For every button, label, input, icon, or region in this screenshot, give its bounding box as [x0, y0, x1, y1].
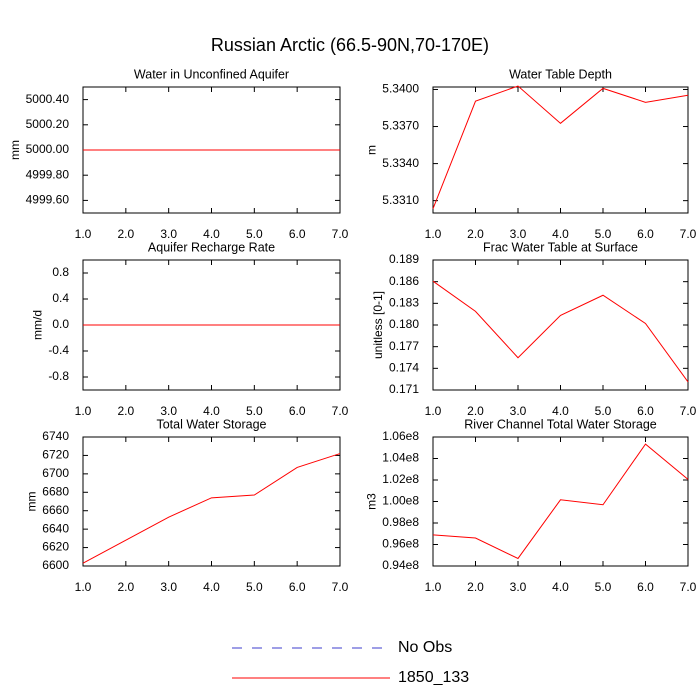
series-line — [82, 453, 341, 564]
y-tick-label: 0.183 — [389, 296, 419, 310]
x-tick-label: 5.0 — [595, 404, 612, 418]
x-tick-label: 6.0 — [289, 227, 306, 241]
y-tick-label: 6660 — [42, 503, 69, 517]
panel-title: River Channel Total Water Storage — [464, 417, 657, 431]
y-axis-label: m3 — [364, 493, 378, 510]
y-tick-label: 4999.60 — [26, 193, 70, 207]
y-tick-label: -0.8 — [48, 369, 69, 383]
series-line — [432, 85, 689, 209]
y-tick-label: 5.3370 — [382, 119, 419, 133]
x-tick-label: 5.0 — [246, 404, 263, 418]
x-tick-label: 4.0 — [552, 227, 569, 241]
y-axis-label: mm/d — [30, 310, 44, 340]
panel-title: Water Table Depth — [509, 67, 612, 81]
x-tick-label: 1.0 — [75, 227, 92, 241]
series-line — [432, 443, 689, 560]
y-tick-label: 5000.40 — [26, 92, 70, 106]
x-tick-label: 6.0 — [637, 580, 654, 594]
y-tick-label: 5.3340 — [382, 156, 419, 170]
y-tick-label: 0.180 — [389, 317, 419, 331]
y-tick-label: 0.8 — [52, 265, 69, 279]
y-tick-label: 6680 — [42, 484, 69, 498]
y-tick-label: 1.06e8 — [382, 429, 419, 443]
x-tick-label: 6.0 — [289, 580, 306, 594]
x-tick-label: 1.0 — [425, 580, 442, 594]
y-tick-label: 5000.20 — [26, 117, 70, 131]
x-tick-label: 5.0 — [595, 580, 612, 594]
x-tick-label: 3.0 — [510, 404, 527, 418]
x-tick-label: 4.0 — [552, 580, 569, 594]
x-tick-label: 2.0 — [467, 580, 484, 594]
x-tick-label: 1.0 — [75, 404, 92, 418]
y-axis-label: mm — [8, 140, 22, 160]
y-tick-label: -0.4 — [48, 343, 69, 357]
y-tick-label: 0.96e8 — [382, 537, 419, 551]
y-tick-label: 0.177 — [389, 339, 419, 353]
x-tick-label: 2.0 — [117, 404, 134, 418]
y-tick-label: 6700 — [42, 466, 69, 480]
panel-title: Frac Water Table at Surface — [483, 240, 638, 254]
x-tick-label: 2.0 — [117, 227, 134, 241]
x-tick-label: 4.0 — [203, 404, 220, 418]
y-tick-label: 5.3400 — [382, 82, 419, 96]
y-axis-label: mm — [24, 492, 38, 512]
y-tick-label: 4999.80 — [26, 167, 70, 181]
x-tick-label: 4.0 — [203, 227, 220, 241]
x-tick-label: 7.0 — [332, 227, 349, 241]
y-tick-label: 1.02e8 — [382, 472, 419, 486]
y-tick-label: 6720 — [42, 448, 69, 462]
x-tick-label: 7.0 — [332, 404, 349, 418]
legend-label: 1850_133 — [398, 669, 469, 686]
x-tick-label: 4.0 — [203, 580, 220, 594]
x-tick-label: 6.0 — [637, 227, 654, 241]
x-tick-label: 5.0 — [246, 580, 263, 594]
x-tick-label: 7.0 — [680, 580, 697, 594]
x-tick-label: 6.0 — [637, 404, 654, 418]
y-tick-label: 0.171 — [389, 382, 419, 396]
x-tick-label: 1.0 — [425, 404, 442, 418]
x-tick-label: 3.0 — [160, 404, 177, 418]
x-tick-label: 4.0 — [552, 404, 569, 418]
x-tick-label: 5.0 — [246, 227, 263, 241]
x-tick-label: 2.0 — [467, 404, 484, 418]
panel-title: Water in Unconfined Aquifer — [134, 67, 289, 81]
series-line — [432, 280, 689, 383]
y-tick-label: 6620 — [42, 540, 69, 554]
y-tick-label: 0.174 — [389, 361, 419, 375]
x-tick-label: 3.0 — [160, 580, 177, 594]
x-tick-label: 2.0 — [117, 580, 134, 594]
y-tick-label: 5.3310 — [382, 193, 419, 207]
y-tick-label: 6740 — [42, 429, 69, 443]
y-tick-label: 1.04e8 — [382, 451, 419, 465]
y-axis-label: m — [364, 145, 378, 155]
legend-label: No Obs — [398, 639, 452, 656]
x-tick-label: 1.0 — [425, 227, 442, 241]
x-tick-label: 5.0 — [595, 227, 612, 241]
y-tick-label: 1.00e8 — [382, 494, 419, 508]
y-tick-label: 0.189 — [389, 252, 419, 266]
panel-title: Total Water Storage — [156, 417, 266, 431]
y-tick-label: 0.94e8 — [382, 558, 419, 572]
x-tick-label: 3.0 — [510, 580, 527, 594]
page-title: Russian Arctic (66.5-90N,70-170E) — [211, 35, 489, 55]
y-axis-label: unitless [0-1] — [371, 291, 385, 359]
x-tick-label: 3.0 — [510, 227, 527, 241]
x-tick-label: 2.0 — [467, 227, 484, 241]
y-tick-label: 0.0 — [52, 317, 69, 331]
y-tick-label: 0.98e8 — [382, 515, 419, 529]
x-tick-label: 7.0 — [332, 580, 349, 594]
y-tick-label: 6600 — [42, 558, 69, 572]
y-tick-label: 0.4 — [52, 291, 69, 305]
y-tick-label: 6640 — [42, 521, 69, 535]
x-tick-label: 7.0 — [680, 227, 697, 241]
y-tick-label: 5000.00 — [26, 142, 70, 156]
y-tick-label: 0.186 — [389, 274, 419, 288]
panel-title: Aquifer Recharge Rate — [148, 240, 275, 254]
x-tick-label: 3.0 — [160, 227, 177, 241]
x-tick-label: 6.0 — [289, 404, 306, 418]
x-tick-label: 1.0 — [75, 580, 92, 594]
x-tick-label: 7.0 — [680, 404, 697, 418]
